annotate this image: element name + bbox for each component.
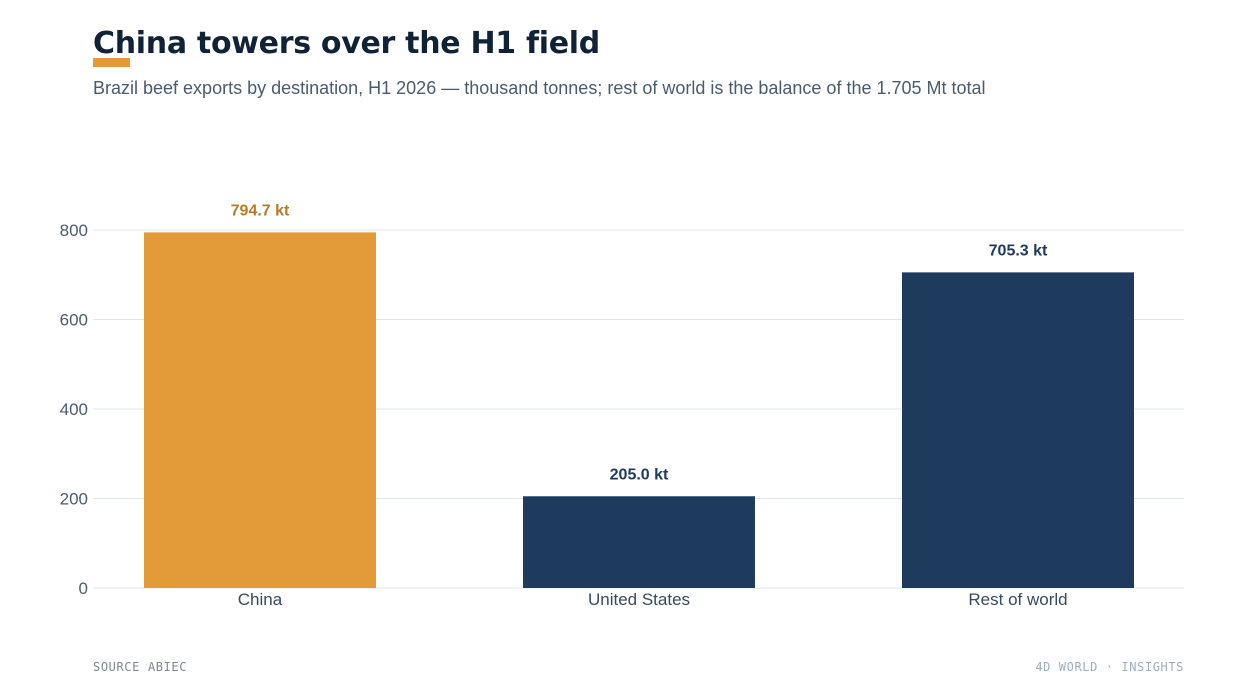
- y-tick-label: 200: [60, 490, 88, 509]
- bar: [523, 496, 755, 588]
- category-labels: China United States Rest of world: [238, 590, 1068, 609]
- bar: [144, 232, 376, 588]
- y-tick-label: 400: [60, 400, 88, 419]
- bar-value-label: 794.7 kt: [231, 202, 290, 219]
- chart-subtitle: Brazil beef exports by destination, H1 2…: [93, 78, 986, 98]
- bar-chart: 0 200 400 600 800 794.7 kt 205.0 kt 705.3 kt C…: [60, 202, 1184, 609]
- bar-value-label: 205.0 kt: [610, 466, 669, 483]
- bars: [144, 232, 1134, 588]
- x-category-label: United States: [588, 590, 690, 609]
- brand-credit: 4D WORLD · INSIGHTS: [1035, 660, 1184, 674]
- source-credit: SOURCE ABIEC: [93, 659, 187, 675]
- x-category-label: China: [238, 590, 283, 609]
- x-category-label: Rest of world: [968, 590, 1067, 609]
- bar-value-label: 705.3 kt: [989, 242, 1048, 259]
- source-label: SOURCE: [93, 660, 140, 674]
- source-name: ABIEC: [147, 660, 188, 674]
- value-labels: 794.7 kt 205.0 kt 705.3 kt: [231, 202, 1048, 483]
- y-tick-label: 800: [60, 221, 88, 240]
- chart-title: China towers over the H1 field: [93, 26, 600, 61]
- bar: [902, 272, 1134, 588]
- title-accent-bar: [93, 58, 130, 67]
- y-axis-ticks: 0 200 400 600 800: [60, 221, 88, 598]
- y-tick-label: 0: [79, 579, 88, 598]
- y-tick-label: 600: [60, 311, 88, 330]
